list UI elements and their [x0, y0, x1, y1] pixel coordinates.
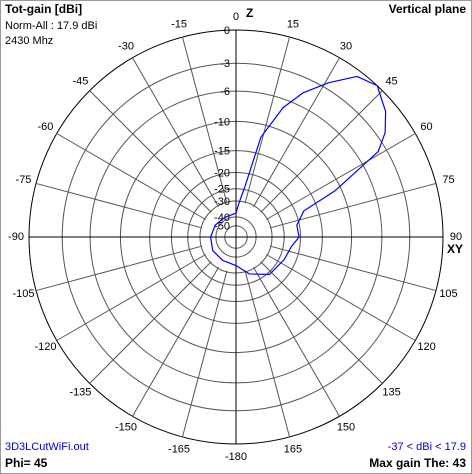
file-name: 3D3LCutWiFi.out [5, 441, 89, 453]
plane: Vertical plane [389, 2, 467, 16]
angle-label: -150 [115, 421, 137, 433]
angle-label: 30 [340, 40, 352, 52]
spoke [35, 182, 203, 229]
angle-label: -75 [16, 174, 32, 186]
r-tick-label: -15 [214, 146, 230, 158]
spoke [269, 182, 437, 229]
phi: Phi= 45 [5, 456, 48, 470]
spoke [35, 245, 203, 292]
spoke [253, 267, 340, 417]
spoke [244, 36, 291, 204]
spoke [266, 254, 416, 341]
spoke [266, 133, 416, 220]
angle-label: 60 [420, 121, 432, 133]
z-label: Z [246, 6, 253, 20]
spoke [260, 90, 383, 213]
angle-label: -45 [72, 75, 88, 87]
r-tick-label: -6 [220, 86, 230, 98]
xy-label: XY [447, 242, 463, 256]
spoke [89, 90, 212, 213]
angle-label: -180 [225, 451, 247, 463]
angle-label: -135 [69, 386, 91, 398]
angle-label: 90 [450, 231, 462, 243]
spoke [253, 57, 340, 207]
angle-label: 165 [284, 443, 302, 455]
angle-label: -120 [34, 341, 56, 353]
angle-label: -60 [38, 121, 54, 133]
angle-label: -165 [168, 443, 190, 455]
angle-label: -15 [171, 18, 187, 30]
angle-label: 150 [337, 421, 355, 433]
angle-label: -105 [12, 288, 34, 300]
angle-label: 15 [287, 18, 299, 30]
angle-label: -90 [8, 231, 24, 243]
spoke [269, 245, 437, 292]
spoke [132, 57, 219, 207]
spoke [181, 36, 228, 204]
angle-label: 120 [417, 341, 435, 353]
spoke [260, 261, 383, 384]
normalization: Norm-All : 17.9 dBi [5, 20, 97, 32]
frequency: 2430 Mhz [5, 35, 53, 47]
max-gain: Max gain The: 43 [369, 456, 466, 470]
grid [28, 29, 444, 445]
pattern-line [209, 75, 387, 275]
angle-label: 0 [233, 11, 239, 23]
angle-label: 135 [382, 386, 400, 398]
spoke [132, 267, 219, 417]
angle-label: 105 [439, 288, 457, 300]
r-tick-label: -10 [214, 116, 230, 128]
r-tick-label: -3 [220, 58, 230, 70]
r-tick-label: -20 [214, 167, 230, 179]
spoke [56, 133, 206, 220]
spoke [181, 270, 228, 438]
angle-label: 45 [385, 75, 397, 87]
r-tick-label: -50 [214, 221, 230, 233]
spoke [89, 261, 212, 384]
spoke [56, 254, 206, 341]
range-note: -37 < dBi < 17.9 [388, 441, 466, 453]
r-tick-label: -30 [214, 196, 230, 208]
r-tick-label: -25 [214, 184, 230, 196]
r-tick-label: -40 [214, 212, 230, 224]
r-tick-label: 0 [224, 25, 230, 37]
spoke [244, 270, 291, 438]
angle-label: -30 [118, 40, 134, 52]
angle-label: 75 [442, 174, 454, 186]
chart-title: Tot-gain [dBi] [5, 2, 82, 16]
